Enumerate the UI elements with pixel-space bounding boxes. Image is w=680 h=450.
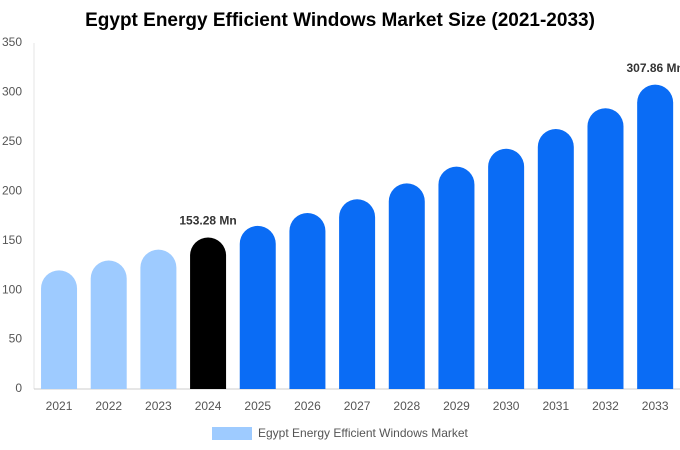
y-tick-label: 200 — [2, 183, 22, 197]
x-tick-label: 2028 — [393, 399, 420, 413]
x-tick-label: 2033 — [642, 399, 669, 413]
bar — [90, 260, 127, 389]
x-tick-label: 2025 — [244, 399, 271, 413]
y-tick-label: 350 — [2, 35, 22, 49]
bar — [637, 84, 674, 390]
x-tick-label: 2023 — [145, 399, 172, 413]
y-tick-label: 50 — [9, 332, 23, 346]
bar — [537, 129, 574, 389]
bar — [140, 249, 177, 389]
x-tick-label: 2030 — [493, 399, 520, 413]
bar — [190, 237, 227, 389]
x-tick-label: 2026 — [294, 399, 321, 413]
bar — [587, 108, 624, 389]
y-tick-label: 0 — [15, 381, 22, 395]
x-tick-label: 2021 — [46, 399, 73, 413]
x-tick-label: 2029 — [443, 399, 470, 413]
y-tick-label: 300 — [2, 85, 22, 99]
y-tick-label: 250 — [2, 134, 22, 148]
x-tick-label: 2024 — [195, 399, 222, 413]
y-tick-label: 100 — [2, 282, 22, 296]
bar — [488, 148, 525, 389]
bar — [339, 199, 376, 389]
legend-swatch — [212, 427, 252, 440]
bar — [438, 166, 475, 389]
chart-title: Egypt Energy Efficient Windows Market Si… — [85, 10, 595, 31]
x-tick-label: 2032 — [592, 399, 619, 413]
legend-label: Egypt Energy Efficient Windows Market — [258, 426, 469, 440]
bar — [239, 225, 276, 389]
value-label: 307.86 Mn — [626, 61, 680, 75]
x-tick-label: 2027 — [344, 399, 371, 413]
x-tick-label: 2031 — [542, 399, 569, 413]
y-tick-label: 150 — [2, 233, 22, 247]
value-label: 153.28 Mn — [179, 214, 236, 228]
bar — [289, 213, 326, 389]
x-tick-label: 2022 — [95, 399, 122, 413]
bar — [41, 270, 78, 389]
bar — [388, 183, 425, 389]
